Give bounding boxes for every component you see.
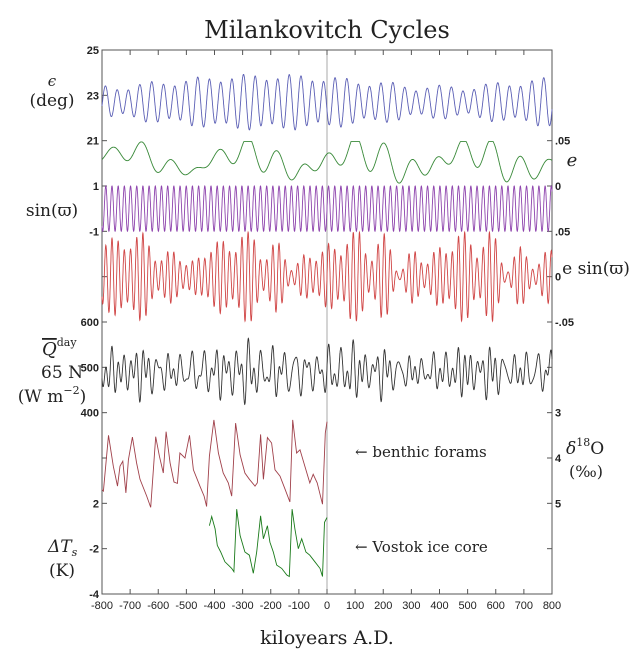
precession-label: sin(ϖ) xyxy=(26,201,78,221)
vostok-label: ΔTs xyxy=(47,537,78,559)
eccentricity-label: e xyxy=(567,150,578,171)
right-tick-label: 4 xyxy=(555,453,562,465)
climatic-precession-label: e sin(ϖ) xyxy=(562,259,630,279)
chart-title: Milankovitch Cycles xyxy=(204,16,450,44)
benthic-annotation: ← benthic forams xyxy=(355,443,487,461)
x-tick-label: -500 xyxy=(175,600,197,612)
left-tick-label: 400 xyxy=(81,408,99,420)
x-tick-label: -700 xyxy=(119,600,141,612)
left-tick-label: 23 xyxy=(87,90,99,102)
x-tick-label: 800 xyxy=(543,600,561,612)
insolation-q: Q xyxy=(42,339,57,360)
left-tick-label: 21 xyxy=(87,136,99,148)
delta-sup: 18 xyxy=(576,436,590,449)
x-axis-label: kiloyears A.D. xyxy=(260,627,394,649)
obliquity-label: ϵ xyxy=(48,72,57,90)
panel-labels: ϵ (deg) e sin(ϖ) e sin(ϖ) Qday 65 N (W m… xyxy=(18,72,630,649)
right-tick-label: 3 xyxy=(555,408,561,420)
x-tick-label: 600 xyxy=(487,600,505,612)
right-tick-label: -.05 xyxy=(555,317,574,329)
insolation-unit-sup: −2 xyxy=(63,384,79,397)
insolation-latitude: 65 N xyxy=(41,363,83,383)
insolation-unit-a: (W m xyxy=(18,387,64,407)
delta-t-sub: s xyxy=(72,546,78,559)
insolation-sup: day xyxy=(57,336,78,349)
benthic-unit: (‰) xyxy=(569,462,603,481)
x-tick-label: -400 xyxy=(203,600,225,612)
x-tick-label: -100 xyxy=(288,600,310,612)
right-tick-label: .05 xyxy=(555,226,570,238)
left-tick-label: 600 xyxy=(81,317,99,329)
delta-symbol: δ xyxy=(566,439,576,459)
x-tick-label: 100 xyxy=(346,600,364,612)
left-tick-label: 1 xyxy=(93,181,99,193)
left-tick-label: 25 xyxy=(87,45,99,57)
insolation-series-line xyxy=(101,337,553,406)
left-tick-label: -4 xyxy=(89,589,100,601)
x-tick-label: 400 xyxy=(430,600,448,612)
delta-o: O xyxy=(590,439,604,459)
x-tick-label: 0 xyxy=(324,600,330,612)
delta-t: ΔT xyxy=(47,537,73,557)
plot-area: -800 -700 -600 -500 -400 -300 -200 -100 0 100 200 3… xyxy=(81,45,574,612)
eccentricity-series-line xyxy=(101,141,553,184)
x-tick-label: -600 xyxy=(147,600,169,612)
precession-series-line xyxy=(101,184,553,233)
insolation-label: Qday xyxy=(42,336,77,360)
x-tick-label: 700 xyxy=(515,600,533,612)
x-tick-label: 500 xyxy=(458,600,476,612)
x-tick-label: -300 xyxy=(232,600,254,612)
right-tick-label: 0 xyxy=(555,181,561,193)
benthic-series-line xyxy=(101,419,328,508)
obliquity-unit: (deg) xyxy=(29,91,74,111)
vostok-annotation: ← Vostok ice core xyxy=(355,538,488,556)
x-tick-label: 200 xyxy=(374,600,392,612)
left-tick-label: -1 xyxy=(89,226,99,238)
obliquity-series-line xyxy=(101,73,553,131)
vostok-series-line xyxy=(208,509,328,578)
right-tick-label: 0 xyxy=(555,272,561,284)
climatic_precession-series-line xyxy=(101,230,553,323)
benthic-label: δ18O xyxy=(566,436,604,459)
x-tick-label: -800 xyxy=(91,600,113,612)
x-tick-label: -200 xyxy=(260,600,282,612)
x-tick-label: 300 xyxy=(402,600,420,612)
right-tick-label: 5 xyxy=(555,498,561,510)
insolation-unit: (W m−2) xyxy=(18,384,87,407)
left-tick-label: -2 xyxy=(89,544,99,556)
left-tick-label: 2 xyxy=(93,498,99,510)
left-tick-label: 500 xyxy=(81,362,99,374)
insolation-unit-end: ) xyxy=(80,387,87,407)
right-tick-label: .05 xyxy=(555,136,570,148)
vostok-unit: (K) xyxy=(49,561,75,581)
